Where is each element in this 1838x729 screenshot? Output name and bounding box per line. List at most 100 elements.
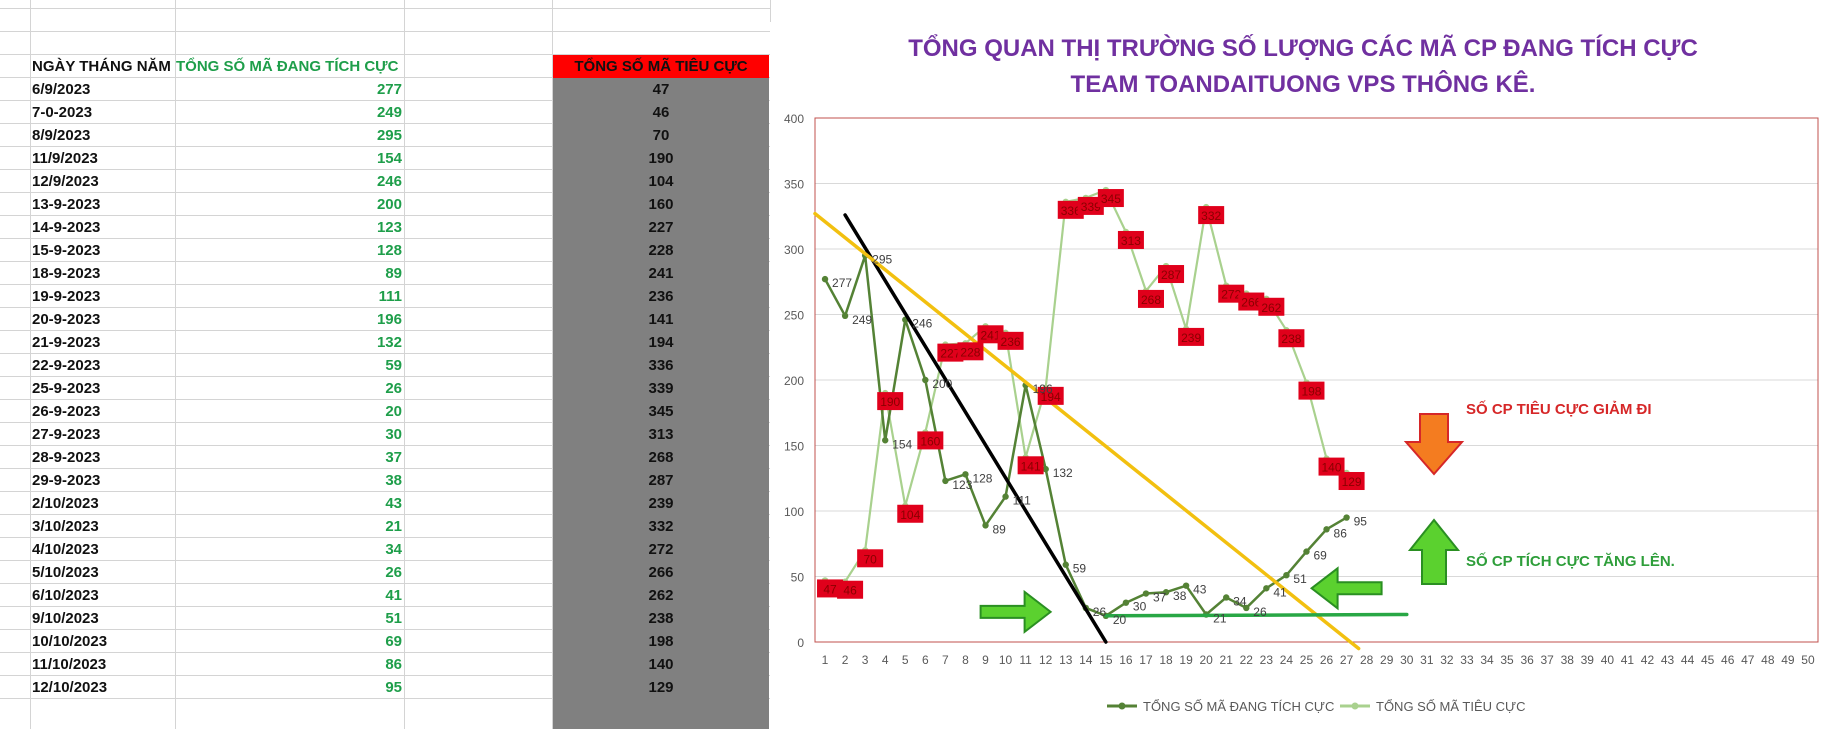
cell-positive[interactable]: 154	[376, 150, 402, 167]
cell-negative[interactable]: 228	[648, 242, 674, 259]
cell-negative[interactable]: 227	[648, 219, 674, 236]
cell-negative[interactable]: 241	[648, 265, 674, 282]
x-axis-ticks: 1 2 3 4 5 6 7 8 9 10 11 12 13 14 15 16 17 18 19 20 21 22 23 24 2…	[822, 653, 1815, 667]
cell-negative[interactable]: 236	[648, 288, 674, 305]
cell-positive[interactable]: 123	[376, 219, 402, 236]
cell-negative[interactable]: 70	[652, 127, 670, 144]
cell-date[interactable]: 6/9/2023	[32, 81, 91, 98]
cell-positive[interactable]: 21	[385, 518, 402, 535]
cell-negative[interactable]: 313	[648, 426, 674, 443]
cell-negative[interactable]: 272	[648, 541, 674, 558]
cell-date[interactable]: 9/10/2023	[32, 610, 99, 627]
grid-row-line	[0, 698, 770, 699]
cell-positive[interactable]: 111	[378, 288, 402, 305]
cell-negative[interactable]: 47	[652, 81, 670, 98]
cell-negative[interactable]: 345	[648, 403, 674, 420]
cell-positive[interactable]: 37	[385, 449, 402, 466]
cell-date[interactable]: 13-9-2023	[32, 196, 101, 213]
cell-negative[interactable]: 268	[648, 449, 674, 466]
cell-date[interactable]: 25-9-2023	[32, 380, 101, 397]
legend[interactable]: TỔNG SỐ MÃ ĐANG TÍCH CỰC TỔNG SỐ MÃ TIÊU…	[1107, 699, 1526, 714]
cell-date[interactable]: 8/9/2023	[32, 127, 91, 144]
data-label-positive: 41	[1273, 585, 1287, 599]
cell-positive[interactable]: 26	[385, 380, 402, 397]
cell-positive[interactable]: 59	[385, 357, 402, 374]
cell-date[interactable]: 29-9-2023	[32, 472, 101, 489]
data-label-positive: 111	[1013, 494, 1032, 508]
grid-row-line	[0, 77, 770, 78]
data-label-positive: 26	[1253, 605, 1267, 619]
cell-date[interactable]: 12/9/2023	[32, 173, 99, 190]
cell-date[interactable]: 7-0-2023	[32, 104, 93, 121]
cell-negative[interactable]: 238	[648, 610, 674, 627]
cell-date[interactable]: 21-9-2023	[32, 334, 101, 351]
cell-date[interactable]: 2/10/2023	[32, 495, 99, 512]
cell-positive[interactable]: 30	[385, 426, 402, 443]
cell-date[interactable]: 11/9/2023	[32, 150, 98, 167]
cell-positive[interactable]: 196	[376, 311, 402, 328]
cell-negative[interactable]: 194	[648, 334, 674, 351]
cell-positive[interactable]: 38	[385, 472, 402, 489]
cell-date[interactable]: 11/10/2023	[32, 656, 107, 673]
cell-date[interactable]: 22-9-2023	[32, 357, 101, 374]
data-label-positive: 200	[932, 377, 952, 391]
cell-negative[interactable]: 140	[648, 656, 674, 673]
cell-negative[interactable]: 266	[648, 564, 674, 581]
data-label-negative: 47	[823, 582, 837, 596]
header-negative[interactable]: TỔNG SỐ MÃ TIÊU CỰC	[553, 55, 769, 78]
cell-negative[interactable]: 129	[648, 679, 674, 696]
cell-date[interactable]: 28-9-2023	[32, 449, 101, 466]
cell-date[interactable]: 26-9-2023	[32, 403, 101, 420]
cell-date[interactable]: 5/10/2023	[32, 564, 99, 581]
cell-positive[interactable]: 26	[385, 564, 402, 581]
cell-positive[interactable]: 86	[385, 656, 402, 673]
cell-positive[interactable]: 249	[376, 104, 402, 121]
data-label-positive: 123	[952, 478, 972, 492]
cell-positive[interactable]: 128	[376, 242, 402, 259]
cell-date[interactable]: 6/10/2023	[32, 587, 99, 604]
cell-positive[interactable]: 20	[385, 403, 402, 420]
cell-date[interactable]: 20-9-2023	[32, 311, 101, 328]
grid-row-line	[0, 31, 770, 32]
header-date[interactable]: NGÀY THÁNG NĂM	[32, 58, 171, 75]
cell-date[interactable]: 15-9-2023	[32, 242, 101, 259]
cell-negative[interactable]: 104	[648, 173, 674, 190]
cell-negative[interactable]: 198	[648, 633, 674, 650]
cell-negative[interactable]: 262	[648, 587, 674, 604]
header-positive[interactable]: TỔNG SỐ MÃ ĐANG TÍCH CỰC	[176, 58, 399, 75]
cell-positive[interactable]: 41	[385, 587, 402, 604]
cell-positive[interactable]: 43	[385, 495, 402, 512]
data-label-negative: 336	[1061, 204, 1081, 218]
cell-date[interactable]: 3/10/2023	[32, 518, 99, 535]
cell-positive[interactable]: 246	[376, 173, 402, 190]
x-tick-label: 39	[1581, 653, 1595, 667]
cell-date[interactable]: 18-9-2023	[32, 265, 101, 282]
cell-positive[interactable]: 51	[385, 610, 402, 627]
x-tick-label: 7	[942, 653, 949, 667]
cell-negative[interactable]: 190	[648, 150, 674, 167]
data-point	[821, 275, 829, 283]
cell-positive[interactable]: 69	[385, 633, 402, 650]
cell-date[interactable]: 10/10/2023	[32, 633, 108, 650]
cell-negative[interactable]: 332	[648, 518, 674, 535]
cell-date[interactable]: 27-9-2023	[32, 426, 101, 443]
cell-date[interactable]: 19-9-2023	[32, 288, 101, 305]
cell-positive[interactable]: 95	[385, 679, 402, 696]
cell-positive[interactable]: 277	[376, 81, 402, 98]
cell-positive[interactable]: 89	[385, 265, 402, 282]
cell-negative[interactable]: 141	[648, 311, 674, 328]
cell-date[interactable]: 4/10/2023	[32, 541, 99, 558]
cell-date[interactable]: 12/10/2023	[32, 679, 108, 696]
cell-date[interactable]: 14-9-2023	[32, 219, 101, 236]
cell-negative[interactable]: 160	[648, 196, 674, 213]
cell-negative[interactable]: 287	[648, 472, 674, 489]
cell-positive[interactable]: 132	[376, 334, 402, 351]
cell-negative[interactable]: 336	[648, 357, 674, 374]
cell-positive[interactable]: 200	[376, 196, 402, 213]
cell-negative[interactable]: 239	[648, 495, 674, 512]
cell-negative[interactable]: 46	[652, 104, 670, 121]
data-point	[1162, 589, 1170, 596]
cell-negative[interactable]: 339	[648, 380, 674, 397]
cell-positive[interactable]: 34	[385, 541, 402, 558]
cell-positive[interactable]: 295	[376, 127, 402, 144]
